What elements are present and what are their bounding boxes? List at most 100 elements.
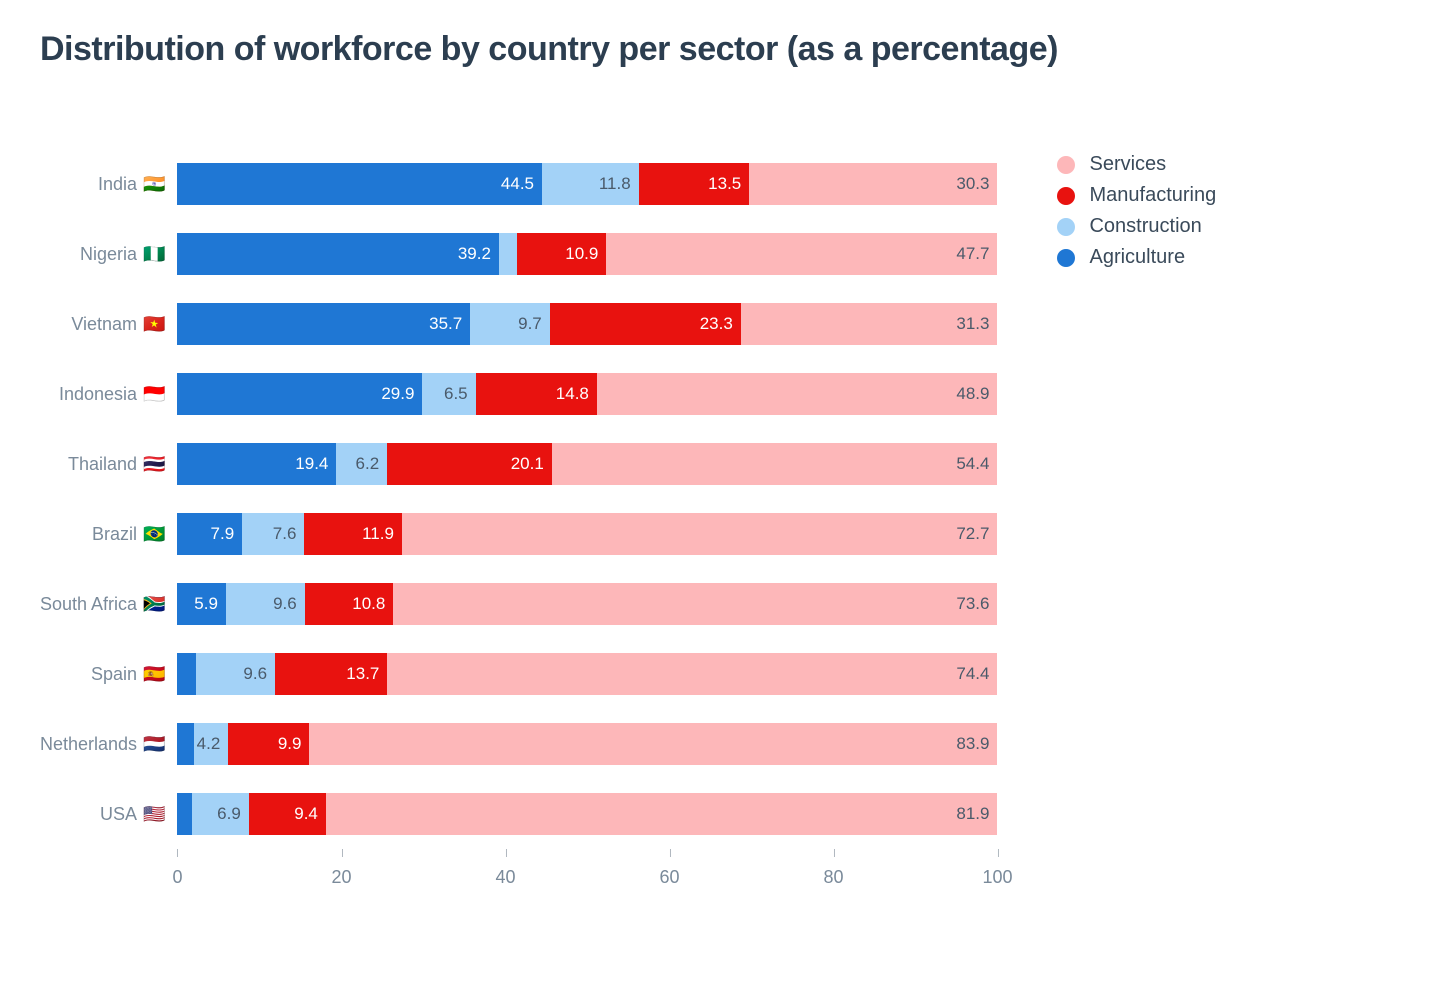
bar-segment-services: 30.3 — [749, 163, 997, 205]
bar-segment-services: 74.4 — [387, 653, 997, 695]
x-tick-label: 60 — [659, 867, 679, 887]
bar-segment-services: 48.9 — [597, 373, 998, 415]
segment-value: 20.1 — [511, 454, 544, 474]
segment-value: 74.4 — [956, 664, 989, 684]
segment-value: 9.9 — [278, 734, 302, 754]
bar-segment-manufacturing: 9.9 — [228, 723, 309, 765]
segment-value: 44.5 — [501, 174, 534, 194]
segment-value: 11.9 — [362, 524, 394, 544]
x-tick-label: 100 — [982, 867, 1012, 887]
segment-value: 5.9 — [194, 594, 218, 614]
flag-icon: 🇿🇦 — [143, 594, 165, 615]
bar-segment-services: 31.3 — [741, 303, 998, 345]
segment-value: 13.7 — [346, 664, 379, 684]
x-tick-label: 40 — [495, 867, 515, 887]
legend-label: Services — [1089, 153, 1166, 176]
flag-icon: 🇮🇳 — [143, 174, 165, 195]
country-name: Nigeria — [80, 244, 137, 265]
segment-value: 11.8 — [599, 174, 631, 194]
bar-segment-agriculture: 5.9 — [177, 583, 225, 625]
country-name: South Africa — [40, 594, 137, 615]
bar-row: 35.79.723.331.3 — [177, 289, 997, 359]
stacked-bar: 39.2 10.9 47.7 — [177, 233, 997, 275]
bar-segment-construction: 9.6 — [226, 583, 305, 625]
bar-segment-services: 83.9 — [309, 723, 997, 765]
bar-segment-services: 47.7 — [606, 233, 997, 275]
segment-value: 6.9 — [217, 804, 241, 824]
bar-segment-manufacturing: 20.1 — [387, 443, 552, 485]
segment-value: 10.8 — [352, 594, 385, 614]
x-axis: 020406080100 — [177, 867, 997, 907]
segment-value: 30.3 — [956, 174, 989, 194]
y-axis-label: India 🇮🇳 — [98, 149, 165, 219]
bar-segment-agriculture: 19.4 — [177, 443, 336, 485]
bar-segment-services: 54.4 — [552, 443, 998, 485]
flag-icon: 🇳🇱 — [143, 734, 165, 755]
country-name: India — [98, 174, 137, 195]
chart-container: India🇮🇳Nigeria🇳🇬Vietnam🇻🇳Indonesia🇮🇩Thai… — [40, 149, 1416, 907]
x-axis-tick: 40 — [495, 867, 515, 888]
country-name: Netherlands — [40, 734, 137, 755]
bar-segment-construction: 6.5 — [422, 373, 475, 415]
legend-item-agriculture: Agriculture — [1057, 246, 1216, 269]
bar-segment-construction: 6.9 — [192, 793, 249, 835]
bar-segment-construction: 9.6 — [196, 653, 275, 695]
country-name: Brazil — [92, 524, 137, 545]
stacked-bar: 35.79.723.331.3 — [177, 303, 997, 345]
segment-value: 72.7 — [956, 524, 989, 544]
legend-swatch — [1057, 156, 1075, 174]
y-axis-label: Spain🇪🇸 — [91, 639, 165, 709]
bar-segment-agriculture: 39.2 — [177, 233, 498, 275]
segment-value: 29.9 — [381, 384, 414, 404]
stacked-bar: 29.9 6.5 14.8 48.9 — [177, 373, 997, 415]
chart-main: India🇮🇳Nigeria🇳🇬Vietnam🇻🇳Indonesia🇮🇩Thai… — [40, 149, 997, 907]
bar-segment-manufacturing: 10.9 — [517, 233, 606, 275]
segment-value: 10.9 — [565, 244, 598, 264]
y-axis-label: USA🇺🇸 — [100, 779, 165, 849]
y-axis-label: Indonesia 🇮🇩 — [59, 359, 166, 429]
segment-value: 47.7 — [956, 244, 989, 264]
legend-label: Construction — [1089, 215, 1201, 238]
y-axis-label: Thailand 🇹🇭 — [68, 429, 165, 499]
x-tick-label: 0 — [172, 867, 182, 887]
flag-icon: 🇮🇩 — [143, 384, 165, 405]
segment-value: 7.6 — [273, 524, 297, 544]
bar-segment-construction: 9.7 — [470, 303, 550, 345]
y-axis-labels: India🇮🇳Nigeria🇳🇬Vietnam🇻🇳Indonesia🇮🇩Thai… — [40, 149, 177, 907]
segment-value: 19.4 — [295, 454, 328, 474]
segment-value: 9.7 — [518, 314, 542, 334]
flag-icon: 🇹🇭 — [143, 454, 165, 475]
bar-segment-manufacturing: 23.3 — [550, 303, 741, 345]
bar-segment-construction — [499, 233, 517, 275]
bar-segment-construction: 7.6 — [242, 513, 304, 555]
legend-swatch — [1057, 249, 1075, 267]
bar-segment-manufacturing: 11.9 — [304, 513, 401, 555]
legend-label: Agriculture — [1089, 246, 1185, 269]
segment-value: 31.3 — [956, 314, 989, 334]
bar-segment-agriculture: 7.9 — [177, 513, 242, 555]
bar-row: 5.99.610.873.6 — [177, 569, 997, 639]
segment-value: 6.5 — [444, 384, 468, 404]
segment-value: 48.9 — [956, 384, 989, 404]
bar-segment-agriculture — [177, 723, 193, 765]
bar-segment-manufacturing: 14.8 — [476, 373, 597, 415]
legend-item-construction: Construction — [1057, 215, 1216, 238]
bar-row: 44.5 11.8 13.5 30.3 — [177, 149, 997, 219]
bar-segment-manufacturing: 10.8 — [305, 583, 394, 625]
x-axis-tick: 80 — [823, 867, 843, 888]
x-axis-tick: 20 — [331, 867, 351, 888]
y-axis-label: Nigeria🇳🇬 — [80, 219, 165, 289]
tick-mark — [177, 849, 178, 857]
country-name: Spain — [91, 664, 137, 685]
segment-value: 54.4 — [956, 454, 989, 474]
segment-value: 9.4 — [294, 804, 318, 824]
country-name: Indonesia — [59, 384, 137, 405]
stacked-bar: 6.99.481.9 — [177, 793, 997, 835]
x-axis-tick: 0 — [172, 867, 182, 888]
bar-segment-manufacturing: 13.5 — [639, 163, 750, 205]
legend-item-services: Services — [1057, 153, 1216, 176]
segment-value: 39.2 — [458, 244, 491, 264]
segment-value: 23.3 — [700, 314, 733, 334]
country-name: Thailand — [68, 454, 137, 475]
bar-row: 29.9 6.5 14.8 48.9 — [177, 359, 997, 429]
